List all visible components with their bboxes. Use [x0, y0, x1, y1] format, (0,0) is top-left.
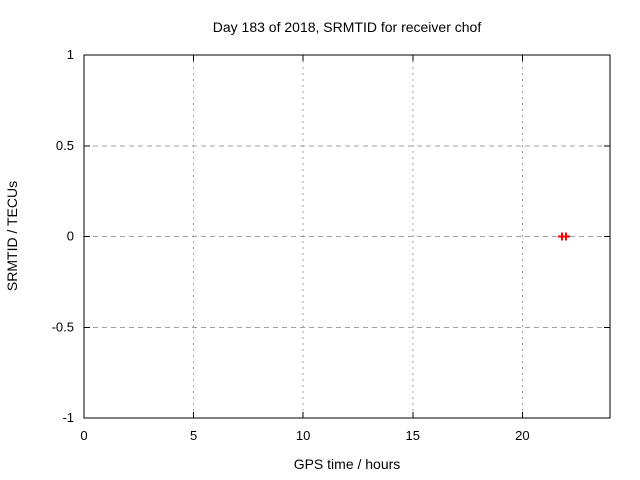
y-tick-label: 0.5 — [56, 138, 74, 153]
y-tick-label: 0 — [67, 229, 74, 244]
y-tick-label: 1 — [67, 47, 74, 62]
y-axis-label: SRMTID / TECUs — [4, 181, 20, 291]
y-tick-label: -1 — [62, 410, 74, 425]
x-tick-label: 5 — [190, 428, 197, 443]
y-tick-label: -0.5 — [52, 319, 74, 334]
x-tick-label: 10 — [296, 428, 310, 443]
x-tick-label: 15 — [406, 428, 420, 443]
x-axis-label: GPS time / hours — [294, 456, 401, 472]
plot-elements: 0 5 10 15 20 -1 -0.5 0 0.5 1 — [52, 47, 611, 443]
x-tick-label: 0 — [80, 428, 87, 443]
x-tick-label: 20 — [515, 428, 529, 443]
chart-title: Day 183 of 2018, SRMTID for receiver cho… — [213, 19, 482, 35]
